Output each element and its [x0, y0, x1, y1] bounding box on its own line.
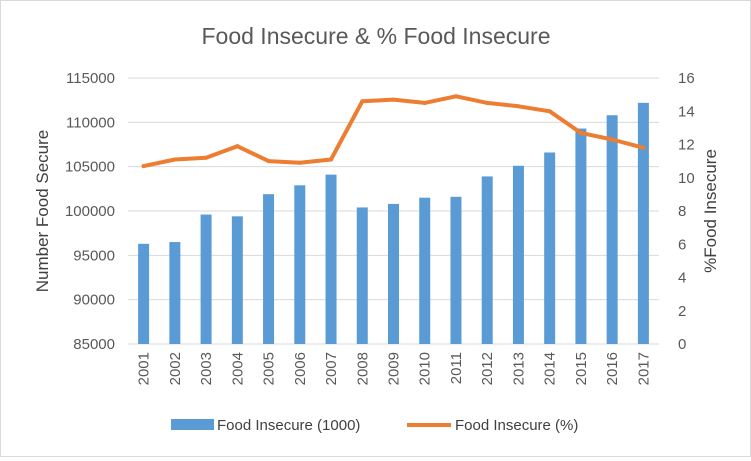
x-tick-label: 2005	[261, 352, 278, 385]
x-tick-label: 2014	[542, 352, 559, 385]
x-tick-label: 2008	[354, 352, 371, 385]
line-point	[422, 100, 427, 105]
left-axis-ticks: 85000 90000 95000 100000 105000 110000 115000	[65, 70, 115, 353]
right-tick-label: 16	[678, 70, 695, 87]
bar	[231, 216, 243, 344]
left-tick-label: 90000	[73, 292, 115, 309]
line-point	[516, 104, 521, 109]
legend: Food Insecure (1000) Food Insecure (%)	[171, 417, 578, 434]
bar	[575, 128, 587, 344]
right-tick-label: 4	[678, 270, 686, 287]
legend-bar-label: Food Insecure (1000)	[217, 417, 360, 434]
x-tick-label: 2017	[635, 352, 652, 385]
x-tick-label: 2007	[323, 352, 340, 385]
chart-title: Food Insecure & % Food Insecure	[201, 23, 550, 49]
bar	[138, 243, 150, 344]
bar	[512, 165, 524, 344]
line-point	[610, 137, 615, 142]
x-tick-label: 2012	[479, 352, 496, 385]
bar	[263, 194, 275, 344]
x-tick-label: 2011	[448, 352, 465, 384]
line-point	[141, 164, 146, 169]
line-point	[329, 157, 334, 162]
right-tick-label: 8	[678, 203, 686, 220]
bar	[481, 176, 493, 344]
bar	[200, 214, 212, 344]
line-point	[485, 100, 490, 105]
bar	[450, 196, 462, 344]
left-tick-label: 105000	[65, 159, 115, 176]
line-point	[266, 159, 271, 164]
x-tick-label: 2004	[229, 352, 246, 385]
left-axis-title: Number Food Secure	[33, 130, 52, 293]
bar	[388, 203, 399, 344]
left-tick-label: 95000	[73, 247, 115, 264]
line-point	[204, 155, 209, 160]
line-point	[360, 99, 365, 104]
x-tick-label: 2010	[417, 352, 434, 385]
x-tick-label: 2003	[198, 352, 215, 385]
right-axis-title: %Food Insecure	[701, 149, 720, 273]
line-point	[172, 157, 177, 162]
line-point	[391, 97, 396, 102]
x-axis-ticks: 2001 2002 2003 2004 2005 2006 2007 2008 2009 2010…	[136, 352, 653, 385]
x-tick-label: 2001	[136, 352, 153, 385]
left-tick-label: 110000	[66, 114, 115, 131]
right-tick-label: 14	[678, 103, 695, 120]
right-axis-ticks: 0 2 4 6 8 10 12 14 16	[678, 70, 695, 353]
line-point	[641, 145, 646, 150]
bar-series	[138, 102, 649, 345]
x-tick-label: 2009	[386, 352, 403, 385]
line-point	[297, 160, 302, 165]
x-tick-label: 2015	[573, 352, 590, 385]
bar	[606, 115, 618, 345]
bar	[294, 185, 306, 344]
line-series	[141, 94, 646, 169]
right-tick-label: 6	[678, 236, 686, 253]
legend-line-label: Food Insecure (%)	[455, 417, 578, 434]
bar	[637, 102, 649, 345]
bar	[325, 174, 337, 344]
left-tick-label: 85000	[73, 336, 115, 353]
left-tick-label: 115000	[66, 70, 115, 87]
line-point	[547, 109, 552, 114]
line-point	[578, 130, 583, 135]
right-tick-label: 10	[678, 170, 695, 187]
x-tick-label: 2002	[167, 352, 184, 385]
legend-bar-swatch	[171, 419, 214, 430]
line-point	[453, 94, 458, 99]
line-point	[235, 144, 240, 149]
right-tick-label: 0	[678, 336, 686, 353]
right-tick-label: 2	[678, 303, 686, 320]
line-path	[141, 94, 646, 169]
x-tick-label: 2013	[510, 352, 527, 385]
bar	[544, 152, 556, 344]
bar	[169, 242, 181, 344]
bar	[356, 207, 368, 344]
x-tick-label: 2006	[292, 352, 309, 385]
x-tick-label: 2016	[604, 352, 621, 385]
bar	[419, 197, 431, 344]
right-tick-label: 12	[678, 137, 695, 154]
left-tick-label: 100000	[65, 203, 115, 220]
